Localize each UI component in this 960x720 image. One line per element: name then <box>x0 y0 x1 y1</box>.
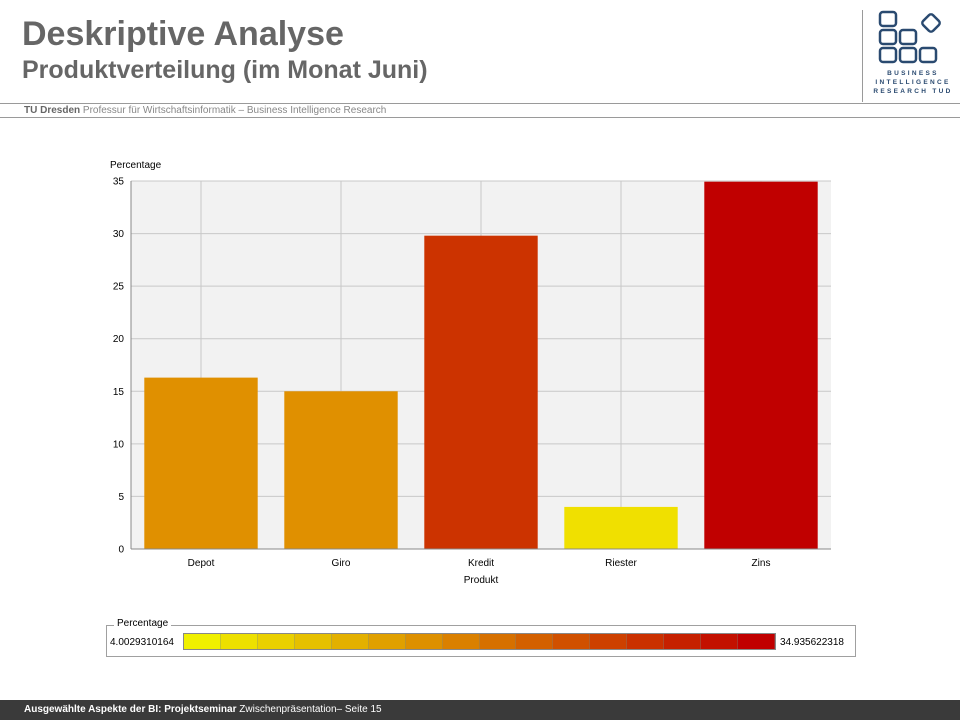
legend-color-segment <box>220 634 258 649</box>
header-rule-top <box>0 103 960 104</box>
footer-page: Zwischenpräsentation– Seite 15 <box>236 704 382 715</box>
legend-max-label: 34.935622318 <box>780 637 844 648</box>
legend-color-segment <box>368 634 406 649</box>
y-tick-label: 20 <box>113 334 125 345</box>
bar-chart: 0 5 10 15 20 25 30 35 Depot Giro Kredit Riester Zins… <box>110 160 831 586</box>
x-tick-label: Depot <box>188 558 215 569</box>
x-tick-label: Giro <box>332 558 351 569</box>
slide-subtitle: Produktverteilung (im Monat Juni) <box>22 56 428 84</box>
legend-color-segment <box>479 634 517 649</box>
legend-color-segment <box>664 634 702 649</box>
y-tick-label: 15 <box>113 387 125 398</box>
y-tick-label: 10 <box>113 439 125 450</box>
y-tick-label: 5 <box>118 492 124 503</box>
bar-depot <box>144 377 258 549</box>
x-tick-label: Kredit <box>468 558 494 569</box>
legend-color-segment <box>701 634 739 649</box>
legend-color-segment <box>184 634 221 649</box>
bar-zins <box>704 181 818 549</box>
affiliation-university: TU Dresden <box>24 105 81 116</box>
y-tick-label: 0 <box>118 545 124 556</box>
affiliation-chair: Professur für Wirtschaftsinformatik – Bu… <box>80 105 387 116</box>
x-tick-label: Riester <box>605 558 637 569</box>
legend-color-scale <box>183 633 776 650</box>
footer-text: Ausgewählte Aspekte der BI: Projektsemin… <box>24 704 382 715</box>
legend-title: Percentage <box>114 618 172 629</box>
legend-color-segment <box>516 634 554 649</box>
color-legend <box>106 625 856 657</box>
y-axis-title: Percentage <box>110 160 162 171</box>
slide-header: Deskriptive Analyse Produktverteilung (i… <box>22 14 428 86</box>
logo-text: BUSINESS INTELLIGENCE RESEARCH TUD <box>873 70 953 95</box>
x-axis-title: Produkt <box>464 575 499 586</box>
legend-color-segment <box>553 634 591 649</box>
legend-min-label: 4.0029310164 <box>110 637 174 648</box>
legend-color-segment <box>590 634 628 649</box>
bar-riester <box>564 506 678 549</box>
logo-divider <box>862 10 863 102</box>
bar-giro <box>284 391 398 549</box>
legend-color-segment <box>294 634 332 649</box>
slide-title: Deskriptive Analyse <box>22 15 344 53</box>
y-tick-label: 25 <box>113 282 125 293</box>
x-tick-label: Zins <box>752 558 771 569</box>
legend-color-segment <box>442 634 480 649</box>
legend-color-segment <box>331 634 369 649</box>
bar-kredit <box>424 235 538 549</box>
business-intelligence-logo-icon <box>878 10 941 64</box>
y-tick-label: 30 <box>113 229 125 240</box>
y-tick-label: 35 <box>113 177 125 188</box>
footer-bar <box>0 700 960 720</box>
footer-course: Ausgewählte Aspekte der BI: Projektsemin… <box>24 704 237 715</box>
legend-color-segment <box>257 634 295 649</box>
legend-color-segment <box>738 634 775 649</box>
affiliation: TU Dresden Professur für Wirtschaftsinfo… <box>24 105 386 116</box>
legend-color-segment <box>405 634 443 649</box>
legend-color-segment <box>627 634 665 649</box>
header-rule-bottom <box>0 117 960 118</box>
